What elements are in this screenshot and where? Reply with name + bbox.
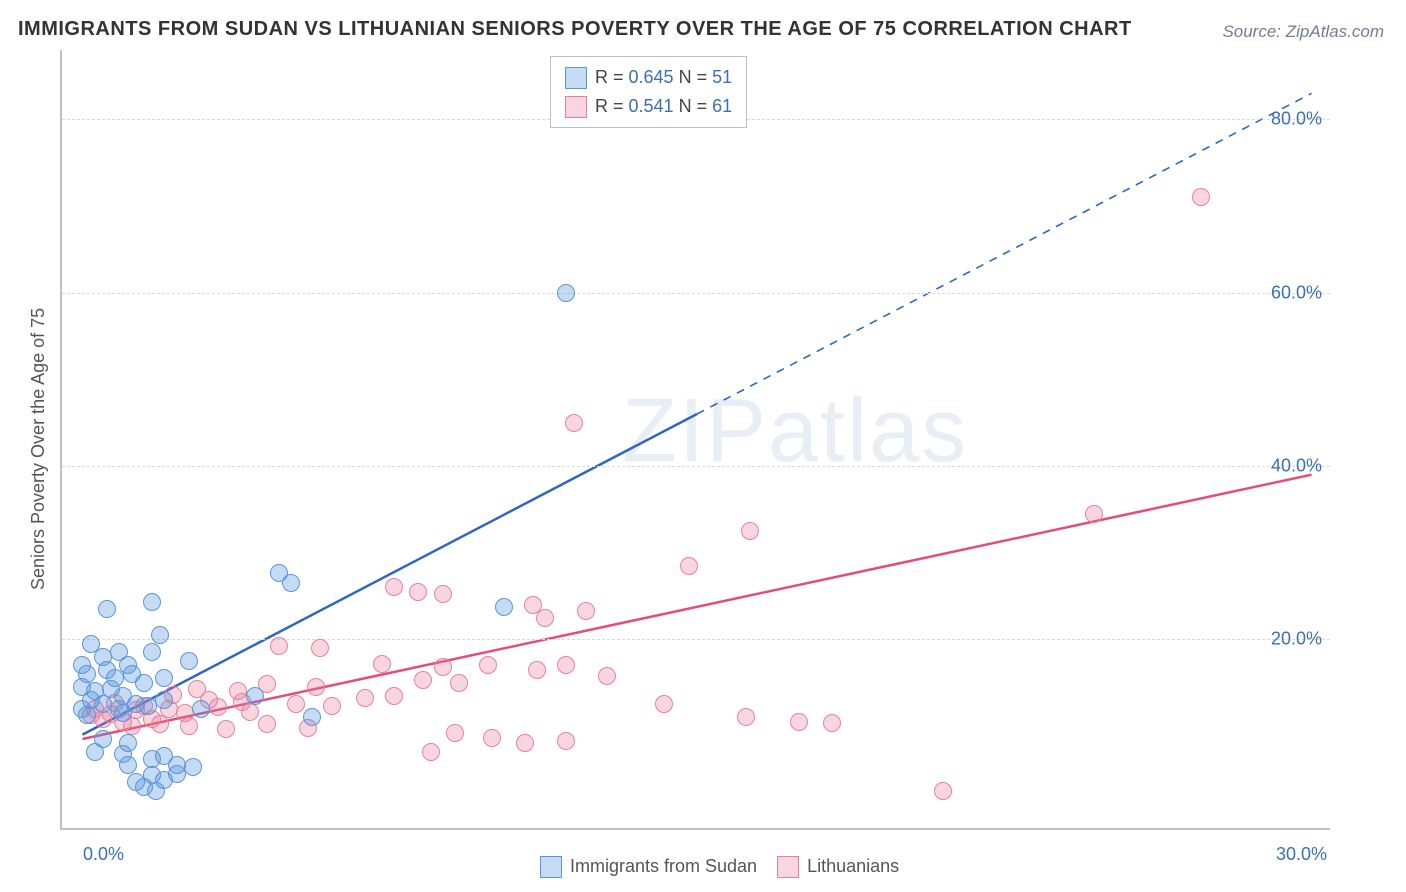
legend-swatch	[777, 856, 799, 878]
pink-series-point	[209, 698, 227, 716]
legend-label: Lithuanians	[807, 856, 899, 876]
x-tick-label-right: 30.0%	[1276, 844, 1327, 865]
pink-series-point	[557, 732, 575, 750]
blue-series-point	[147, 782, 165, 800]
pink-series-point	[217, 720, 235, 738]
pink-series-point	[516, 734, 534, 752]
blue-series-point	[114, 704, 132, 722]
pink-series-point	[323, 697, 341, 715]
blue-series-point	[86, 743, 104, 761]
correlation-legend: R = 0.645 N = 51R = 0.541 N = 61	[550, 56, 747, 128]
blue-series-point	[139, 697, 157, 715]
y-tick-label: 80.0%	[1252, 109, 1322, 130]
pink-series-point	[422, 743, 440, 761]
pink-series-point	[241, 703, 259, 721]
blue-series-point	[151, 626, 169, 644]
legend-correlation-row: R = 0.541 N = 61	[565, 92, 732, 121]
n-label: N =	[674, 67, 713, 87]
blue-series-point	[143, 643, 161, 661]
blue-series-point	[78, 706, 96, 724]
blue-series-point	[192, 700, 210, 718]
pink-series-point	[479, 656, 497, 674]
pink-series-point	[434, 585, 452, 603]
blue-series-point	[98, 600, 116, 618]
pink-series-point	[446, 724, 464, 742]
pink-series-point	[557, 656, 575, 674]
series-legend: Immigrants from Sudan Lithuanians	[520, 856, 899, 878]
pink-series-point	[414, 671, 432, 689]
pink-series-point	[307, 678, 325, 696]
blue-series-point	[557, 284, 575, 302]
pink-series-point	[450, 674, 468, 692]
pink-series-point	[528, 661, 546, 679]
pink-series-point	[823, 714, 841, 732]
pink-series-point	[577, 602, 595, 620]
source-attribution: Source: ZipAtlas.com	[1222, 22, 1384, 42]
pink-series-point	[790, 713, 808, 731]
source-prefix: Source:	[1222, 22, 1285, 41]
blue-series-point	[495, 598, 513, 616]
blue-series-point	[119, 656, 137, 674]
legend-swatch	[540, 856, 562, 878]
blue-series-point	[303, 708, 321, 726]
n-label: N =	[674, 96, 713, 116]
pink-series-point	[565, 414, 583, 432]
y-tick-label: 20.0%	[1252, 629, 1322, 650]
pink-series-point	[356, 689, 374, 707]
legend-swatch	[565, 96, 587, 118]
pink-series-point	[409, 583, 427, 601]
pink-series-point	[741, 522, 759, 540]
grid-line	[62, 639, 1330, 640]
n-value: 61	[712, 96, 732, 116]
pink-series-point	[934, 782, 952, 800]
r-label: R =	[595, 96, 629, 116]
pink-series-point	[1192, 188, 1210, 206]
blue-series-point	[246, 687, 264, 705]
pink-series-point	[1085, 505, 1103, 523]
legend-correlation-row: R = 0.645 N = 51	[565, 63, 732, 92]
pink-series-point	[598, 667, 616, 685]
y-tick-label: 40.0%	[1252, 456, 1322, 477]
source-name: ZipAtlas.com	[1286, 22, 1384, 41]
pink-series-point	[151, 715, 169, 733]
pink-series-point	[737, 708, 755, 726]
grid-line	[62, 466, 1330, 467]
grid-line	[62, 293, 1330, 294]
chart-container: IMMIGRANTS FROM SUDAN VS LITHUANIAN SENI…	[0, 0, 1406, 892]
pink-series-point	[311, 639, 329, 657]
blue-series-point	[94, 695, 112, 713]
r-label: R =	[595, 67, 629, 87]
pink-series-point	[680, 557, 698, 575]
pink-series-point	[483, 729, 501, 747]
pink-series-point	[270, 637, 288, 655]
pink-series-point	[258, 715, 276, 733]
x-tick-label-left: 0.0%	[83, 844, 124, 865]
pink-series-point	[385, 687, 403, 705]
blue-series-point	[155, 691, 173, 709]
watermark-text: ZIPatlas	[622, 380, 968, 483]
y-tick-label: 60.0%	[1252, 282, 1322, 303]
blue-series-point	[155, 669, 173, 687]
legend-label: Immigrants from Sudan	[570, 856, 757, 876]
blue-series-point	[135, 674, 153, 692]
plot-area: ZIPatlas 20.0% 40.0% 60.0% 80.0%	[60, 50, 1330, 830]
r-value: 0.645	[629, 67, 674, 87]
pink-series-point	[655, 695, 673, 713]
blue-series-point	[119, 756, 137, 774]
blue-series-point	[180, 652, 198, 670]
legend-swatch	[565, 67, 587, 89]
chart-title: IMMIGRANTS FROM SUDAN VS LITHUANIAN SENI…	[18, 18, 1132, 41]
pink-series-point	[287, 695, 305, 713]
n-value: 51	[712, 67, 732, 87]
blue-series-point	[270, 564, 288, 582]
pink-series-point	[373, 655, 391, 673]
r-value: 0.541	[629, 96, 674, 116]
y-axis-label: Seniors Poverty Over the Age of 75	[28, 308, 49, 590]
blue-series-point	[184, 758, 202, 776]
pink-series-point	[385, 578, 403, 596]
pink-series-point	[434, 658, 452, 676]
pink-series-point	[524, 596, 542, 614]
blue-series-point	[143, 593, 161, 611]
pink-series-point	[180, 717, 198, 735]
